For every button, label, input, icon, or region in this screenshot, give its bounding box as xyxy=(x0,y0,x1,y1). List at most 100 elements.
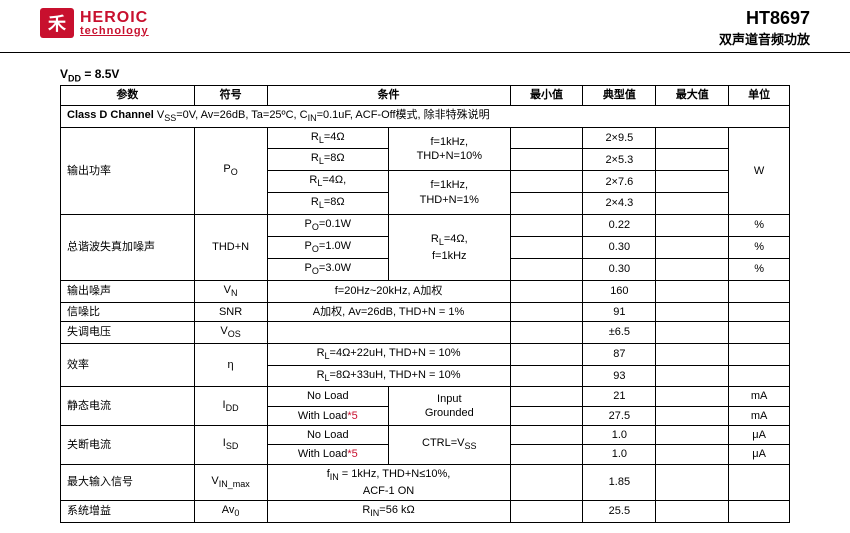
spec-table: 参数 符号 条件 最小值 典型值 最大值 单位 Class D Channel … xyxy=(60,85,790,522)
logo-icon: 禾 xyxy=(40,8,74,38)
typ: 91 xyxy=(583,302,656,321)
cond: RL=4Ω+22uH, THD+N = 10% xyxy=(267,343,510,365)
brand-name: HEROIC xyxy=(80,10,149,26)
sym-snr: SNR xyxy=(194,302,267,321)
param-vn: 输出噪声 xyxy=(61,280,195,302)
cond: f=20Hz~20kHz, A加权 xyxy=(267,280,510,302)
cond: PO=1.0W xyxy=(267,236,389,258)
param-po: 输出功率 xyxy=(61,127,195,215)
col-symbol: 符号 xyxy=(194,86,267,105)
param-thdn: 总谐波失真加噪声 xyxy=(61,215,195,281)
doc-subtitle: 双声道音频功放 xyxy=(719,29,810,48)
cond: RIN=56 kΩ xyxy=(267,500,510,522)
cond: A加权, Av=26dB, THD+N = 1% xyxy=(267,302,510,321)
col-cond: 条件 xyxy=(267,86,510,105)
vdd-condition: VDD = 8.5V xyxy=(60,67,790,83)
sym-po: PO xyxy=(194,127,267,215)
cond: fIN = 1kHz, THD+N≤10%,ACF-1 ON xyxy=(267,464,510,500)
sym-thdn: THD+N xyxy=(194,215,267,281)
sym-isd: ISD xyxy=(194,426,267,465)
page-header: 禾 HEROIC technology HT8697 双声道音频功放 xyxy=(0,0,850,53)
cond xyxy=(267,321,510,343)
doc-title: HT8697 双声道音频功放 xyxy=(719,8,810,48)
section-row: Class D Channel VSS=0V, Av=26dB, Ta=25ºC… xyxy=(61,105,790,127)
sym-vn: VN xyxy=(194,280,267,302)
sym-eff: η xyxy=(194,343,267,387)
table-row: 效率 η RL=4Ω+22uH, THD+N = 10% 87 xyxy=(61,343,790,365)
unit: μA xyxy=(729,426,790,445)
typ: 2×4.3 xyxy=(583,193,656,215)
typ: 1.85 xyxy=(583,464,656,500)
typ: 87 xyxy=(583,343,656,365)
sym-vos: VOS xyxy=(194,321,267,343)
section-header: Class D Channel VSS=0V, Av=26dB, Ta=25ºC… xyxy=(61,105,790,127)
param-vinmax: 最大输入信号 xyxy=(61,464,195,500)
cond: PO=0.1W xyxy=(267,215,389,237)
cond: RL=8Ω xyxy=(267,193,389,215)
unit: % xyxy=(729,215,790,237)
cond: RL=4Ω xyxy=(267,127,389,149)
typ: 93 xyxy=(583,365,656,387)
cond: CTRL=VSS xyxy=(389,426,511,465)
content: VDD = 8.5V 参数 符号 条件 最小值 典型值 最大值 单位 Class… xyxy=(0,53,850,533)
cond: RL=8Ω xyxy=(267,149,389,171)
unit: mA xyxy=(729,387,790,406)
table-row: 总谐波失真加噪声 THD+N PO=0.1W RL=4Ω,f=1kHz 0.22… xyxy=(61,215,790,237)
unit: % xyxy=(729,236,790,258)
typ: 27.5 xyxy=(583,406,656,425)
cond: RL=4Ω, xyxy=(267,171,389,193)
part-number: HT8697 xyxy=(719,8,810,29)
param-av0: 系统增益 xyxy=(61,500,195,522)
cond: PO=3.0W xyxy=(267,258,389,280)
table-row: 最大输入信号 VIN_max fIN = 1kHz, THD+N≤10%,ACF… xyxy=(61,464,790,500)
typ: 2×5.3 xyxy=(583,149,656,171)
typ: 2×7.6 xyxy=(583,171,656,193)
table-row: 关断电流 ISD No Load CTRL=VSS 1.0 μA xyxy=(61,426,790,445)
unit: % xyxy=(729,258,790,280)
typ: 2×9.5 xyxy=(583,127,656,149)
cond: With Load*5 xyxy=(267,445,389,464)
typ: 21 xyxy=(583,387,656,406)
table-header-row: 参数 符号 条件 最小值 典型值 最大值 单位 xyxy=(61,86,790,105)
brand-text: HEROIC technology xyxy=(80,10,149,37)
table-row: 输出噪声 VN f=20Hz~20kHz, A加权 160 xyxy=(61,280,790,302)
param-isd: 关断电流 xyxy=(61,426,195,465)
col-unit: 单位 xyxy=(729,86,790,105)
table-row: 静态电流 IDD No Load InputGrounded 21 mA xyxy=(61,387,790,406)
typ: 0.30 xyxy=(583,236,656,258)
param-idd: 静态电流 xyxy=(61,387,195,426)
typ: ±6.5 xyxy=(583,321,656,343)
cond: f=1kHz,THD+N=1% xyxy=(389,171,511,215)
cond: No Load xyxy=(267,426,389,445)
max xyxy=(656,127,729,149)
unit: μA xyxy=(729,445,790,464)
min xyxy=(510,127,583,149)
param-snr: 信噪比 xyxy=(61,302,195,321)
typ: 1.0 xyxy=(583,445,656,464)
unit: W xyxy=(729,127,790,215)
typ: 0.30 xyxy=(583,258,656,280)
cond: RL=8Ω+33uH, THD+N = 10% xyxy=(267,365,510,387)
col-typ: 典型值 xyxy=(583,86,656,105)
col-min: 最小值 xyxy=(510,86,583,105)
cond: f=1kHz,THD+N=10% xyxy=(389,127,511,171)
logo: 禾 HEROIC technology xyxy=(40,8,149,38)
col-param: 参数 xyxy=(61,86,195,105)
cond: With Load*5 xyxy=(267,406,389,425)
sym-av0: Av0 xyxy=(194,500,267,522)
typ: 0.22 xyxy=(583,215,656,237)
unit: mA xyxy=(729,406,790,425)
cond: RL=4Ω,f=1kHz xyxy=(389,215,511,281)
brand-sub: technology xyxy=(80,26,149,37)
typ: 1.0 xyxy=(583,426,656,445)
param-vos: 失调电压 xyxy=(61,321,195,343)
sym-vinmax: VIN_max xyxy=(194,464,267,500)
cond: No Load xyxy=(267,387,389,406)
table-row: 失调电压 VOS ±6.5 xyxy=(61,321,790,343)
sym-idd: IDD xyxy=(194,387,267,426)
table-row: 输出功率 PO RL=4Ω f=1kHz,THD+N=10% 2×9.5 W xyxy=(61,127,790,149)
param-eff: 效率 xyxy=(61,343,195,387)
col-max: 最大值 xyxy=(656,86,729,105)
table-row: 信噪比 SNR A加权, Av=26dB, THD+N = 1% 91 xyxy=(61,302,790,321)
typ: 160 xyxy=(583,280,656,302)
